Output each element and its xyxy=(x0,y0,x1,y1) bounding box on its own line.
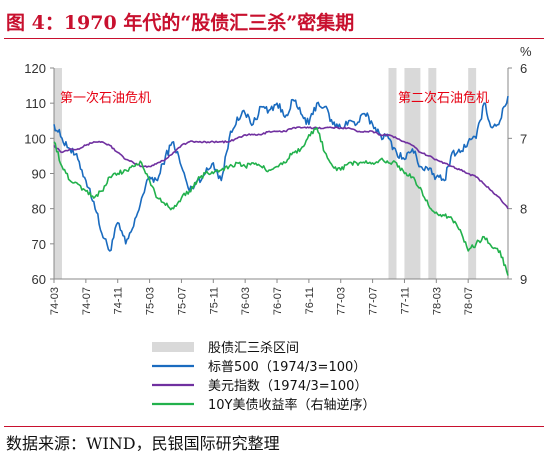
x-tick-label: 77-07 xyxy=(368,287,380,315)
x-tick-label: 78-03 xyxy=(431,287,443,315)
x-tick-label: 77-03 xyxy=(336,287,348,315)
y-right-unit-label: % xyxy=(520,44,532,59)
x-tick-label: 77-11 xyxy=(399,287,411,314)
x-tick-label: 74-07 xyxy=(81,287,93,315)
series-line-usd xyxy=(53,126,509,210)
legend-label-y10: 10Y美债收益率（右轴逆序） xyxy=(208,397,375,413)
shaded-period-5 xyxy=(468,68,477,279)
y-tick-label-right: 6 xyxy=(520,61,527,76)
series-line-y10 xyxy=(53,127,509,276)
x-tick-label: 75-03 xyxy=(145,287,157,315)
x-tick-label: 74-03 xyxy=(49,287,61,315)
title-row: 图 4：1970 年代的“股债汇三杀”密集期 xyxy=(4,0,544,40)
y-tick-label-right: 8 xyxy=(520,202,527,217)
x-tick-label: 75-07 xyxy=(176,287,188,315)
legend-label-sp500: 标普500（1974/3=100） xyxy=(208,360,366,375)
y-tick-label-left: 110 xyxy=(25,96,46,111)
footer-divider xyxy=(4,426,544,427)
shaded-period-3 xyxy=(404,68,421,279)
source-note: 数据来源：WIND，民银国际研究整理 xyxy=(6,434,280,453)
shaded-period-2 xyxy=(388,68,397,279)
legend-swatch-shaded xyxy=(152,342,194,352)
shaded-period-1 xyxy=(54,68,62,279)
x-tick-label: 78-07 xyxy=(463,287,475,315)
y-tick-label-left: 120 xyxy=(24,61,46,76)
y-tick-label-left: 70 xyxy=(32,237,46,252)
x-tick-label: 76-11 xyxy=(304,287,316,314)
y-tick-label-left: 80 xyxy=(32,202,46,217)
legend-label-shaded: 股债汇三杀区间 xyxy=(208,341,299,356)
y-tick-label-left: 90 xyxy=(32,167,46,182)
x-tick-label: 75-11 xyxy=(208,287,220,314)
page-title: 图 4：1970 年代的“股债汇三杀”密集期 xyxy=(6,12,355,34)
series-line-sp500 xyxy=(53,95,509,252)
y-tick-label-left: 100 xyxy=(24,131,46,146)
x-tick-label: 74-11 xyxy=(113,287,125,314)
title-divider xyxy=(4,38,544,39)
y-tick-label-right: 7 xyxy=(520,131,527,146)
y-tick-label-right: 9 xyxy=(520,272,527,287)
x-tick-label: 76-03 xyxy=(240,287,252,315)
annotation-label: 第一次石油危机 xyxy=(60,90,151,106)
legend-label-usd: 美元指数（1974/3=100） xyxy=(208,379,367,394)
annotation-label: 第二次石油危机 xyxy=(398,90,489,106)
x-tick-label: 76-07 xyxy=(272,287,284,315)
y-tick-label-left: 60 xyxy=(32,272,46,287)
